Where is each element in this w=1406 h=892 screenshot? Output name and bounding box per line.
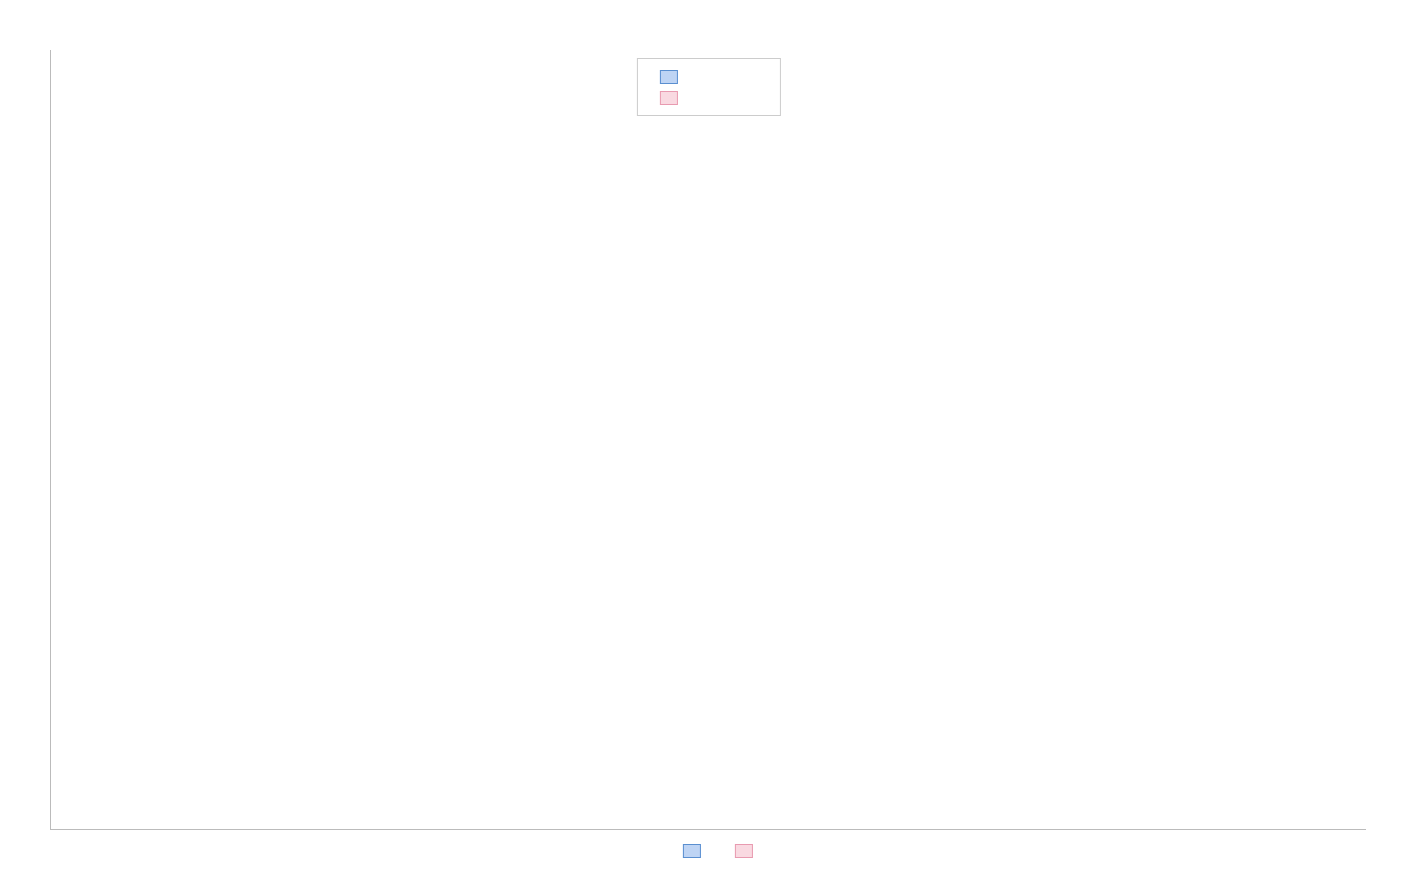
legend-row-hk <box>653 67 763 86</box>
swatch-hk-icon <box>682 844 700 858</box>
ir-r-value <box>699 88 717 107</box>
legend-correlation <box>636 58 780 116</box>
hk-n-value <box>752 67 764 86</box>
legend-row-ir <box>653 88 763 107</box>
n-label <box>738 88 750 107</box>
swatch-ir-icon <box>735 844 753 858</box>
n-label <box>738 67 750 86</box>
r-label <box>685 67 697 86</box>
plot-area <box>50 50 1366 830</box>
ir-n-value <box>752 88 764 107</box>
legend-series <box>658 842 758 859</box>
swatch-ir-icon <box>659 91 677 105</box>
swatch-hk-icon <box>659 70 677 84</box>
hk-r-value <box>699 67 717 86</box>
r-label <box>685 88 697 107</box>
